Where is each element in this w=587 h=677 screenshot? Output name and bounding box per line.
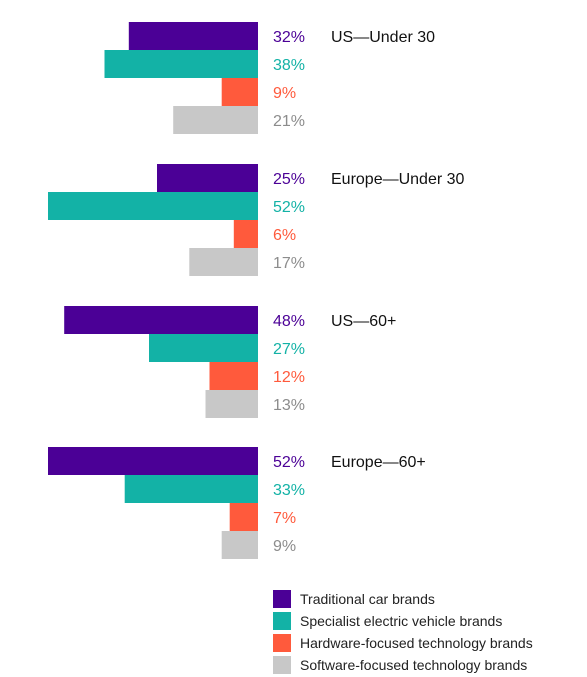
value-label-europe-60-traditional-car-brands: 52% [273, 454, 305, 471]
value-label-us-60-hardware-focused-technology-brands: 12% [273, 369, 305, 386]
bar-europe-60-traditional-car-brands [48, 447, 258, 475]
value-label-us-under-30-traditional-car-brands: 32% [273, 29, 305, 46]
bar-us-60-software-focused-technology-brands [205, 390, 258, 418]
group-label-us-under-30: US—Under 30 [331, 29, 435, 46]
value-label-us-60-traditional-car-brands: 48% [273, 313, 305, 330]
value-label-europe-60-software-focused-technology-brands: 9% [273, 538, 296, 555]
value-label-us-60-specialist-electric-vehicle-brands: 27% [273, 341, 305, 358]
bar-europe-under-30-software-focused-technology-brands [189, 248, 258, 276]
legend-swatch-hardware-tech [273, 634, 291, 652]
legend-swatch-traditional [273, 590, 291, 608]
chart-legend: Traditional car brands Specialist electr… [273, 588, 533, 676]
value-label-us-under-30-software-focused-technology-brands: 21% [273, 113, 305, 130]
bar-us-under-30-software-focused-technology-brands [173, 106, 258, 134]
bar-us-under-30-specialist-electric-vehicle-brands [104, 50, 258, 78]
legend-swatch-specialist-ev [273, 612, 291, 630]
value-label-europe-under-30-traditional-car-brands: 25% [273, 171, 305, 188]
bar-us-under-30-hardware-focused-technology-brands [221, 78, 258, 106]
bar-us-60-specialist-electric-vehicle-brands [149, 334, 258, 362]
legend-label-specialist-ev: Specialist electric vehicle brands [300, 613, 503, 629]
legend-item-specialist-ev: Specialist electric vehicle brands [273, 610, 533, 632]
bar-europe-under-30-specialist-electric-vehicle-brands [48, 192, 258, 220]
group-label-europe-under-30: Europe—Under 30 [331, 171, 465, 188]
legend-swatch-software-tech [273, 656, 291, 674]
value-label-us-60-software-focused-technology-brands: 13% [273, 397, 305, 414]
value-label-europe-60-hardware-focused-technology-brands: 7% [273, 510, 296, 527]
bar-europe-under-30-traditional-car-brands [157, 164, 258, 192]
legend-label-hardware-tech: Hardware-focused technology brands [300, 635, 533, 651]
value-label-europe-under-30-specialist-electric-vehicle-brands: 52% [273, 199, 305, 216]
bar-europe-60-hardware-focused-technology-brands [229, 503, 258, 531]
bar-us-60-traditional-car-brands [64, 306, 258, 334]
value-label-europe-under-30-hardware-focused-technology-brands: 6% [273, 227, 296, 244]
legend-item-software-tech: Software-focused technology brands [273, 654, 533, 676]
legend-item-traditional: Traditional car brands [273, 588, 533, 610]
bar-us-60-hardware-focused-technology-brands [209, 362, 258, 390]
group-label-us-60: US—60+ [331, 313, 396, 330]
value-label-us-under-30-specialist-electric-vehicle-brands: 38% [273, 57, 305, 74]
legend-label-traditional: Traditional car brands [300, 591, 435, 607]
group-label-europe-60: Europe—60+ [331, 454, 426, 471]
bar-europe-under-30-hardware-focused-technology-brands [233, 220, 258, 248]
bar-europe-60-software-focused-technology-brands [221, 531, 258, 559]
value-label-europe-60-specialist-electric-vehicle-brands: 33% [273, 482, 305, 499]
value-label-us-under-30-hardware-focused-technology-brands: 9% [273, 85, 296, 102]
legend-item-hardware-tech: Hardware-focused technology brands [273, 632, 533, 654]
bar-europe-60-specialist-electric-vehicle-brands [124, 475, 258, 503]
value-label-europe-under-30-software-focused-technology-brands: 17% [273, 255, 305, 272]
bar-us-under-30-traditional-car-brands [128, 22, 258, 50]
legend-label-software-tech: Software-focused technology brands [300, 657, 528, 673]
